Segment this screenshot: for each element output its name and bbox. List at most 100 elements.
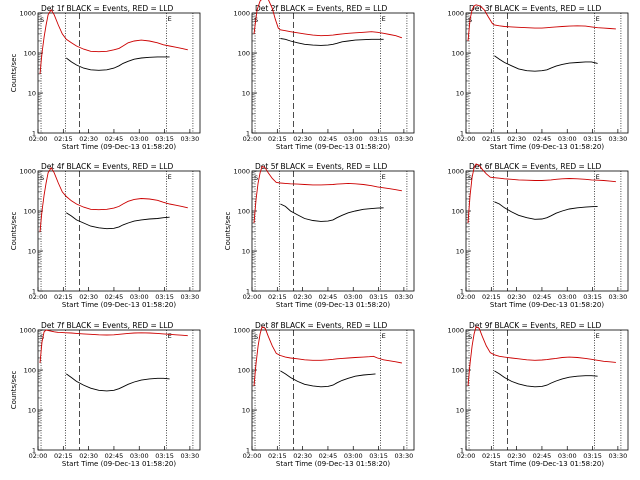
x-tick-label: 03:00 xyxy=(558,135,577,143)
x-tick-label: 03:30 xyxy=(395,452,414,460)
x-tick-label: 03:15 xyxy=(369,452,388,460)
x-tick-label: 02:45 xyxy=(105,293,124,301)
x-tick-label: 02:45 xyxy=(319,452,338,460)
x-tick-label: 03:00 xyxy=(130,135,149,143)
y-tick-label: 100 xyxy=(452,367,464,375)
y-tick-label: 10 xyxy=(456,248,464,256)
y-tick-label: 1000 xyxy=(19,168,36,176)
x-tick-label: 02:45 xyxy=(533,293,552,301)
y-tick-label: 10 xyxy=(456,407,464,415)
chart-title: Det 4f BLACK = Events, RED = LLD xyxy=(41,162,174,171)
y-tick-label: 100 xyxy=(238,208,250,216)
y-tick-label: 1 xyxy=(460,130,464,138)
x-tick-label: 03:30 xyxy=(181,135,200,143)
series-events-line xyxy=(494,370,598,388)
x-tick-label: 02:15 xyxy=(268,135,287,143)
series-lld-line xyxy=(253,326,402,386)
plot-frame xyxy=(37,12,201,134)
series-events-line xyxy=(280,203,384,222)
y-tick-label: 1000 xyxy=(447,10,464,18)
x-tick-label: 03:00 xyxy=(558,293,577,301)
x-tick-label: 02:30 xyxy=(507,135,526,143)
series-lld-line xyxy=(253,165,402,224)
y-tick-label: 1000 xyxy=(19,10,36,18)
x-axis-label: Start Time (09-Dec-13 01:58:20) xyxy=(276,143,390,151)
y-tick-label: 100 xyxy=(24,50,36,58)
y-tick-label: 100 xyxy=(238,367,250,375)
x-tick-label: 02:15 xyxy=(268,293,287,301)
x-tick-label: 02:30 xyxy=(79,452,98,460)
y-tick-label: 1 xyxy=(246,130,250,138)
x-axis-label: Start Time (09-Dec-13 01:58:20) xyxy=(490,143,604,151)
y-axis-label: Counts/sec xyxy=(10,212,18,251)
x-axis-label: Start Time (09-Dec-13 01:58:20) xyxy=(62,143,176,151)
x-tick-label: 02:00 xyxy=(457,452,476,460)
series-lld-line xyxy=(39,329,188,364)
y-tick-label: 1 xyxy=(32,288,36,296)
x-tick-label: 03:30 xyxy=(609,452,628,460)
x-tick-label: 03:15 xyxy=(155,293,174,301)
x-axis-label: Start Time (09-Dec-13 01:58:20) xyxy=(490,460,604,468)
x-tick-label: 03:30 xyxy=(395,135,414,143)
x-tick-label: 02:30 xyxy=(507,293,526,301)
y-tick-label: 100 xyxy=(452,208,464,216)
x-tick-label: 02:00 xyxy=(457,293,476,301)
plot-frame xyxy=(37,170,201,292)
x-tick-label: 03:00 xyxy=(130,293,149,301)
series-lld-line xyxy=(467,163,616,224)
y-tick-label: 1000 xyxy=(233,168,250,176)
chart-title: Det 6f BLACK = Events, RED = LLD xyxy=(469,162,602,171)
end-marker: E xyxy=(596,15,600,23)
x-tick-label: 02:00 xyxy=(29,293,48,301)
y-tick-label: 100 xyxy=(24,367,36,375)
x-tick-label: 03:30 xyxy=(395,293,414,301)
x-tick-label: 03:00 xyxy=(344,293,363,301)
y-tick-label: 10 xyxy=(456,90,464,98)
end-marker: E xyxy=(382,173,386,181)
end-marker: E xyxy=(382,15,386,23)
series-events-line xyxy=(280,370,376,388)
x-tick-label: 02:30 xyxy=(79,293,98,301)
x-axis-label: Start Time (09-Dec-13 01:58:20) xyxy=(62,460,176,468)
x-tick-label: 02:15 xyxy=(54,452,73,460)
x-tick-label: 02:15 xyxy=(482,293,501,301)
y-tick-label: 10 xyxy=(242,407,250,415)
y-tick-label: 1 xyxy=(32,130,36,138)
end-marker: E xyxy=(168,332,172,340)
x-tick-label: 02:45 xyxy=(533,452,552,460)
chart-title: Det 8f BLACK = Events, RED = LLD xyxy=(255,321,388,330)
series-lld-line xyxy=(467,326,616,386)
x-tick-label: 02:00 xyxy=(29,452,48,460)
y-tick-label: 1000 xyxy=(447,327,464,335)
end-marker: E xyxy=(596,173,600,181)
series-events-line xyxy=(66,212,170,230)
plot-frame xyxy=(465,12,629,134)
x-tick-label: 02:00 xyxy=(243,452,262,460)
x-axis-label: Start Time (09-Dec-13 01:58:20) xyxy=(490,301,604,309)
x-axis-label: Start Time (09-Dec-13 01:58:20) xyxy=(62,301,176,309)
start-marker: S xyxy=(40,333,44,341)
series-lld-line xyxy=(467,4,616,42)
y-tick-label: 10 xyxy=(242,90,250,98)
end-marker: E xyxy=(596,332,600,340)
x-tick-label: 02:15 xyxy=(482,452,501,460)
series-events-line xyxy=(280,38,384,46)
plot-frame xyxy=(465,329,629,451)
x-tick-label: 03:15 xyxy=(583,293,602,301)
plot-frame xyxy=(37,329,201,451)
y-tick-label: 1 xyxy=(246,447,250,455)
series-events-line xyxy=(494,201,598,220)
y-axis-label: Counts/sec xyxy=(10,371,18,410)
y-tick-label: 10 xyxy=(28,90,36,98)
y-axis-label: Counts/sec xyxy=(10,54,18,93)
series-lld-line xyxy=(39,166,188,232)
x-axis-label: Start Time (09-Dec-13 01:58:20) xyxy=(276,301,390,309)
x-tick-label: 03:30 xyxy=(609,293,628,301)
x-tick-label: 03:15 xyxy=(583,135,602,143)
x-tick-label: 03:00 xyxy=(344,135,363,143)
y-tick-label: 1 xyxy=(32,447,36,455)
y-tick-label: 1 xyxy=(246,288,250,296)
x-tick-label: 03:00 xyxy=(558,452,577,460)
x-tick-label: 02:15 xyxy=(482,135,501,143)
chart-title: Det 9f BLACK = Events, RED = LLD xyxy=(469,321,602,330)
